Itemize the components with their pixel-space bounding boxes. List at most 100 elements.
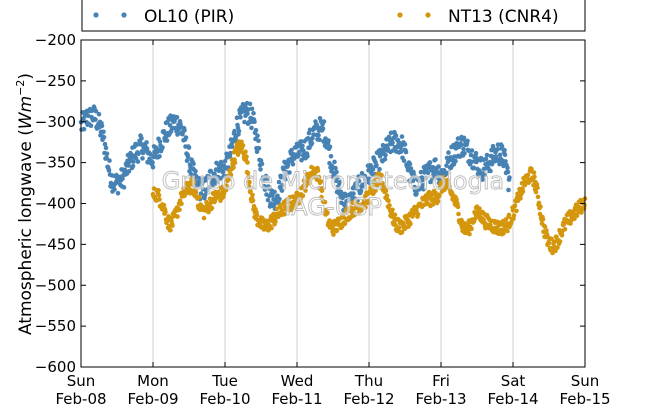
data-point (309, 140, 315, 146)
data-point (254, 212, 260, 218)
data-point (447, 184, 452, 189)
data-point (555, 245, 560, 250)
data-point (535, 185, 540, 190)
data-point (231, 165, 236, 170)
data-point (300, 193, 306, 199)
data-point (506, 212, 512, 218)
data-point (215, 179, 220, 185)
data-point (174, 114, 180, 120)
data-point (325, 210, 330, 216)
data-point (477, 206, 482, 211)
data-point (249, 125, 254, 131)
data-point (482, 172, 487, 178)
data-point (208, 169, 214, 174)
data-point (518, 196, 523, 201)
data-point (316, 174, 322, 180)
data-point (175, 130, 181, 135)
data-point (239, 139, 244, 145)
data-point (383, 188, 389, 194)
data-point (572, 216, 577, 222)
data-point (126, 169, 132, 174)
data-point (200, 187, 206, 192)
data-point (421, 187, 426, 192)
data-point (265, 176, 270, 182)
data-point (367, 200, 372, 206)
data-point (399, 229, 405, 235)
data-point (469, 159, 474, 165)
data-point (246, 107, 251, 112)
data-point (126, 163, 131, 168)
x-tick-label-day: Wed (281, 372, 314, 390)
data-point (201, 215, 207, 221)
data-point (336, 186, 341, 191)
y-axis-label-unit: Wm (16, 96, 36, 129)
data-point (99, 123, 105, 129)
legend-marker-ol10 (121, 12, 127, 18)
data-point (112, 187, 117, 192)
data-point (157, 139, 163, 144)
data-point (121, 185, 127, 190)
data-point (320, 126, 326, 131)
watermark: Grupo de Micrometeorologia IAG-USP (161, 167, 504, 222)
data-point (196, 176, 202, 181)
data-point (165, 119, 170, 125)
y-tick-label: −200 (35, 31, 76, 49)
data-point (480, 177, 485, 182)
data-point (122, 167, 128, 173)
data-point (189, 176, 195, 182)
data-point (185, 154, 191, 160)
data-point (270, 192, 275, 198)
data-point (542, 224, 548, 230)
data-point (403, 149, 409, 155)
data-point (554, 234, 559, 240)
data-point (135, 159, 141, 164)
data-point (161, 203, 167, 208)
data-point (289, 147, 294, 153)
data-point (280, 208, 285, 213)
data-point (206, 174, 212, 179)
data-point (436, 164, 441, 169)
data-point (107, 158, 112, 163)
x-tick-label-date: Feb-14 (487, 390, 538, 408)
data-point (245, 170, 251, 176)
legend-entry-ol10: OL10 (PIR) (93, 7, 234, 27)
y-tick-label: −600 (35, 358, 76, 376)
data-point (501, 231, 506, 236)
data-point (250, 198, 256, 203)
data-point (240, 143, 246, 148)
data-point (370, 167, 376, 172)
data-point (326, 138, 331, 143)
y-axis-label-exponent: −2 (14, 80, 27, 96)
x-tick-label-day: Fri (432, 372, 450, 390)
data-point (377, 166, 382, 172)
legend-label-nt13: NT13 (CNR4) (448, 7, 559, 27)
data-point (544, 228, 549, 233)
data-point (497, 152, 503, 158)
data-point (435, 199, 441, 204)
data-point (363, 205, 368, 210)
data-point (300, 143, 305, 149)
data-point (351, 191, 356, 196)
data-point (256, 138, 261, 143)
data-point (166, 224, 172, 229)
data-point (120, 176, 125, 182)
data-point (546, 240, 552, 246)
data-point (506, 187, 511, 193)
data-point (433, 157, 438, 162)
data-point (402, 142, 408, 147)
data-point (244, 154, 249, 159)
data-point (285, 200, 291, 205)
data-point (305, 136, 311, 141)
data-point (374, 183, 380, 188)
data-point (538, 204, 543, 209)
data-point (316, 132, 321, 138)
x-tick-label-date: Feb-08 (55, 390, 106, 408)
data-point (256, 146, 262, 151)
data-point (103, 145, 109, 151)
data-point (505, 165, 510, 171)
data-point (276, 179, 282, 185)
data-point (390, 140, 395, 145)
data-point (280, 182, 285, 188)
data-point (557, 239, 563, 244)
